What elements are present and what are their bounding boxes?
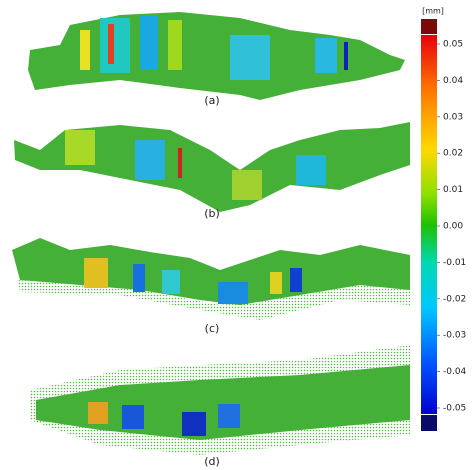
patch — [108, 24, 114, 64]
patch — [230, 35, 270, 80]
patch — [218, 282, 248, 304]
patch — [80, 30, 90, 70]
panel-b: (b) — [14, 122, 410, 220]
scan — [12, 238, 410, 305]
panel-a: (a) — [28, 12, 405, 107]
patch — [100, 18, 130, 73]
patch — [133, 264, 145, 292]
patch — [178, 148, 182, 178]
patch — [232, 170, 262, 200]
tick-label: 0.04 — [443, 76, 463, 86]
patch — [168, 20, 182, 70]
patch — [122, 405, 144, 429]
tick-label: 0.01 — [443, 185, 463, 195]
panel-c: (c) — [12, 238, 410, 335]
under-color — [421, 415, 437, 431]
patch — [315, 38, 337, 73]
patch — [65, 130, 95, 165]
panel-label: (d) — [204, 455, 220, 468]
tick-label: -0.01 — [443, 258, 466, 268]
patch — [290, 268, 302, 292]
tick-label: -0.05 — [443, 404, 466, 414]
patch — [270, 272, 282, 294]
tick-label: 0.03 — [443, 112, 463, 122]
patch — [140, 15, 158, 70]
patch — [88, 402, 108, 424]
patch — [218, 404, 240, 428]
over-color — [421, 19, 437, 34]
scan-fringe — [18, 280, 410, 320]
patch — [344, 42, 348, 70]
patch — [296, 155, 326, 185]
tick-label: -0.03 — [443, 331, 466, 341]
scan — [14, 122, 410, 212]
patch — [84, 258, 108, 288]
tick-label: 0.00 — [443, 222, 463, 232]
color-scale — [421, 35, 437, 414]
patch — [162, 270, 180, 294]
tick-label: 0.02 — [443, 149, 463, 159]
colorbar: [mm] 0.05 0.04 0.03 0.02 0.01 0.00 -0.01 -0.02 -… — [421, 7, 467, 431]
tick-label: 0.05 — [443, 40, 463, 50]
panel-d: (d) — [30, 345, 410, 468]
panel-label: (b) — [204, 207, 220, 220]
tick-label: -0.02 — [443, 294, 466, 304]
colorbar-unit: [mm] — [422, 7, 444, 16]
panel-label: (c) — [205, 322, 220, 335]
patch — [182, 412, 206, 436]
patch — [135, 140, 165, 180]
tick-label: -0.04 — [443, 367, 467, 377]
panel-label: (a) — [204, 94, 219, 107]
